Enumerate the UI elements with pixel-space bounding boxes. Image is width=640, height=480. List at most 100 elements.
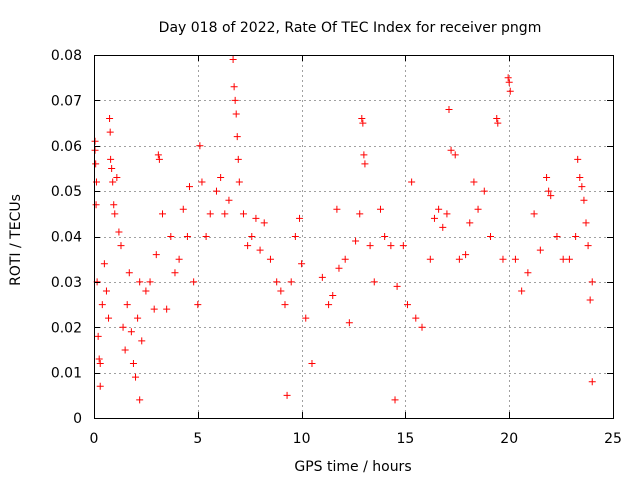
data-point: [239, 210, 247, 218]
data-point: [129, 360, 137, 368]
data-point: [232, 110, 240, 118]
data-point: [588, 278, 596, 286]
data-point: [283, 391, 291, 399]
data-point: [333, 205, 341, 213]
data-point: [318, 273, 326, 281]
data-point: [92, 160, 100, 168]
data-point: [582, 219, 590, 227]
data-point: [352, 237, 360, 245]
data-point: [96, 360, 104, 368]
data-point: [125, 269, 133, 277]
data-point: [159, 210, 167, 218]
data-point: [511, 255, 519, 263]
data-point: [494, 119, 502, 127]
data-point: [308, 360, 316, 368]
grid: [94, 55, 613, 418]
data-point: [110, 201, 118, 209]
data-point: [443, 210, 451, 218]
data-points: [91, 56, 596, 404]
x-tick-label: 5: [193, 431, 202, 447]
data-point: [150, 305, 158, 313]
x-tick-label: 0: [90, 431, 99, 447]
data-point: [111, 210, 119, 218]
data-point: [154, 151, 162, 159]
x-tick-label: 20: [500, 431, 518, 447]
x-axis-title: GPS time / hours: [294, 459, 411, 475]
data-point: [91, 137, 99, 145]
data-point: [231, 96, 239, 104]
data-point: [179, 205, 187, 213]
data-point: [412, 314, 420, 322]
data-point: [102, 287, 110, 295]
data-point: [136, 396, 144, 404]
data-point: [212, 187, 220, 195]
y-axis-title: ROTI / TECUs: [8, 194, 24, 286]
data-point: [142, 287, 150, 295]
data-point: [217, 174, 225, 182]
data-point: [536, 246, 544, 254]
data-point: [108, 164, 116, 172]
data-point: [91, 146, 99, 154]
data-point: [119, 323, 127, 331]
data-point: [123, 301, 131, 309]
data-point: [499, 255, 507, 263]
data-point: [559, 255, 567, 263]
data-point: [229, 56, 237, 64]
data-point: [235, 178, 243, 186]
data-point: [366, 242, 374, 250]
data-point: [588, 378, 596, 386]
data-point: [547, 192, 555, 200]
data-point: [155, 155, 163, 163]
data-point: [296, 214, 304, 222]
x-tick-label: 15: [396, 431, 414, 447]
data-point: [565, 255, 573, 263]
data-point: [358, 115, 366, 123]
data-point: [545, 187, 553, 195]
data-point: [185, 183, 193, 191]
data-point: [202, 233, 210, 240]
data-point: [426, 255, 434, 263]
data-point: [163, 305, 171, 313]
data-point: [335, 264, 343, 272]
data-point: [194, 301, 202, 309]
data-point: [341, 255, 349, 263]
data-point: [345, 319, 353, 327]
data-point: [256, 246, 264, 254]
data-point: [138, 337, 146, 345]
data-point: [117, 242, 125, 250]
data-point: [273, 278, 281, 286]
data-point: [447, 146, 455, 154]
y-tick-label: 0.08: [51, 48, 82, 64]
data-point: [302, 314, 310, 322]
data-point: [361, 160, 369, 168]
data-point: [474, 205, 482, 213]
data-point: [252, 214, 260, 222]
x-tick-labels: 0 5 10 15 20 25: [90, 431, 622, 447]
data-point: [248, 233, 256, 240]
data-point: [487, 233, 495, 240]
data-point: [298, 260, 306, 268]
data-point: [586, 296, 594, 304]
data-point: [578, 183, 586, 191]
data-point: [356, 210, 364, 218]
chart-title: Day 018 of 2022, Rate Of TEC Index for r…: [159, 20, 542, 36]
y-tick-label: 0.07: [51, 93, 82, 109]
data-point: [134, 314, 142, 322]
data-point: [291, 233, 299, 240]
x-tick-label: 10: [293, 431, 311, 447]
data-point: [100, 260, 108, 268]
y-tick-label: 0: [73, 411, 82, 427]
data-point: [393, 282, 401, 290]
data-point: [418, 323, 426, 331]
data-point: [106, 128, 114, 136]
y-tick-label: 0.05: [51, 184, 82, 200]
y-tick-label: 0.04: [51, 230, 82, 246]
data-point: [360, 151, 368, 159]
data-point: [175, 255, 183, 263]
data-point: [518, 287, 526, 295]
y-tick-labels: 0 0.01 0.02 0.03 0.04 0.05 0.06 0.07 0.08: [51, 48, 82, 427]
data-point: [115, 228, 123, 236]
data-point: [387, 242, 395, 250]
data-point: [281, 301, 289, 309]
y-tick-label: 0.06: [51, 139, 82, 155]
